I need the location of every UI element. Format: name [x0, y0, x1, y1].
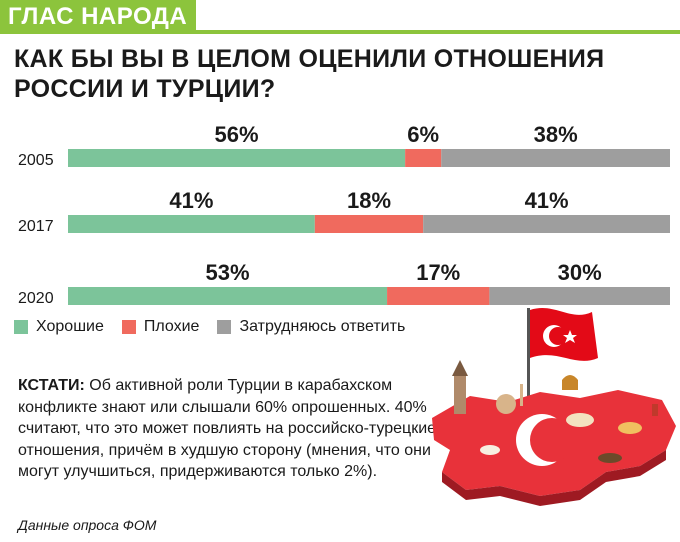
data-label: 41%	[525, 188, 569, 213]
legend-label-good: Хорошие	[36, 318, 104, 335]
data-label: 6%	[407, 122, 439, 147]
bar-segment	[68, 287, 388, 305]
legend-item-good: Хорошие	[14, 318, 104, 336]
bar-segment	[405, 149, 442, 167]
legend-swatch-good	[14, 320, 28, 334]
year-label: 2020	[18, 290, 54, 307]
food-bowl-icon	[480, 445, 500, 455]
data-label: 18%	[347, 188, 391, 213]
turkey-map-side	[442, 450, 666, 506]
teapot-icon	[562, 375, 578, 390]
bar-segment	[314, 215, 424, 233]
legend-label-bad: Плохие	[143, 318, 200, 335]
tea-glass-icon	[652, 404, 658, 416]
flag-crescent-cut	[549, 327, 567, 345]
chart-question-title: КАК БЫ ВЫ В ЦЕЛОМ ОЦЕНИЛИ ОТНОШЕНИЯ РОСС…	[14, 45, 605, 103]
bar-segment	[387, 287, 490, 305]
flag-star-icon	[563, 330, 577, 343]
mosque-minaret	[520, 384, 523, 406]
data-label: 17%	[416, 260, 460, 285]
section-tag: ГЛАС НАРОДА	[0, 0, 196, 34]
mosque-dome-icon	[496, 394, 516, 414]
chart-legend: Хорошие Плохие Затрудняюсь ответить	[14, 317, 423, 337]
bar-segment	[423, 215, 670, 233]
year-label: 2017	[18, 218, 54, 235]
data-label: 53%	[206, 260, 250, 285]
note-text: Об активной роли Турции в карабахском ко…	[18, 377, 437, 480]
legend-item-undecided: Затрудняюсь ответить	[217, 318, 405, 336]
note-lead: КСТАТИ:	[18, 377, 85, 394]
data-label: 38%	[534, 122, 578, 147]
data-label: 56%	[215, 122, 259, 147]
side-note: КСТАТИ: Об активной роли Турции в караба…	[18, 375, 438, 483]
food-pan-icon	[598, 453, 622, 463]
flagpole	[527, 308, 530, 408]
food-plate-icon	[566, 413, 594, 427]
map-crescent-cut	[530, 418, 574, 462]
stacked-bar-chart: 2005 56% 6% 38% 2017 41% 18% 41% 2020 53% 17% 30%	[18, 122, 670, 307]
data-source: Данные опроса ФОМ	[18, 517, 157, 533]
legend-swatch-bad	[121, 320, 136, 334]
year-label: 2005	[18, 152, 54, 169]
bar-segment	[68, 149, 406, 167]
bar-segment	[489, 287, 670, 305]
turkey-map-illustration	[432, 308, 676, 506]
galata-tower-roof	[452, 360, 468, 376]
bar-segment	[68, 215, 315, 233]
food-dish-icon	[618, 422, 642, 434]
galata-tower-icon	[454, 374, 466, 414]
bar-segment	[441, 149, 670, 167]
header-rule	[196, 30, 680, 34]
legend-swatch-undecided	[217, 320, 232, 334]
data-label: 30%	[558, 260, 602, 285]
data-label: 41%	[169, 188, 213, 213]
legend-label-undecided: Затрудняюсь ответить	[239, 318, 406, 335]
legend-item-bad: Плохие	[121, 318, 200, 336]
